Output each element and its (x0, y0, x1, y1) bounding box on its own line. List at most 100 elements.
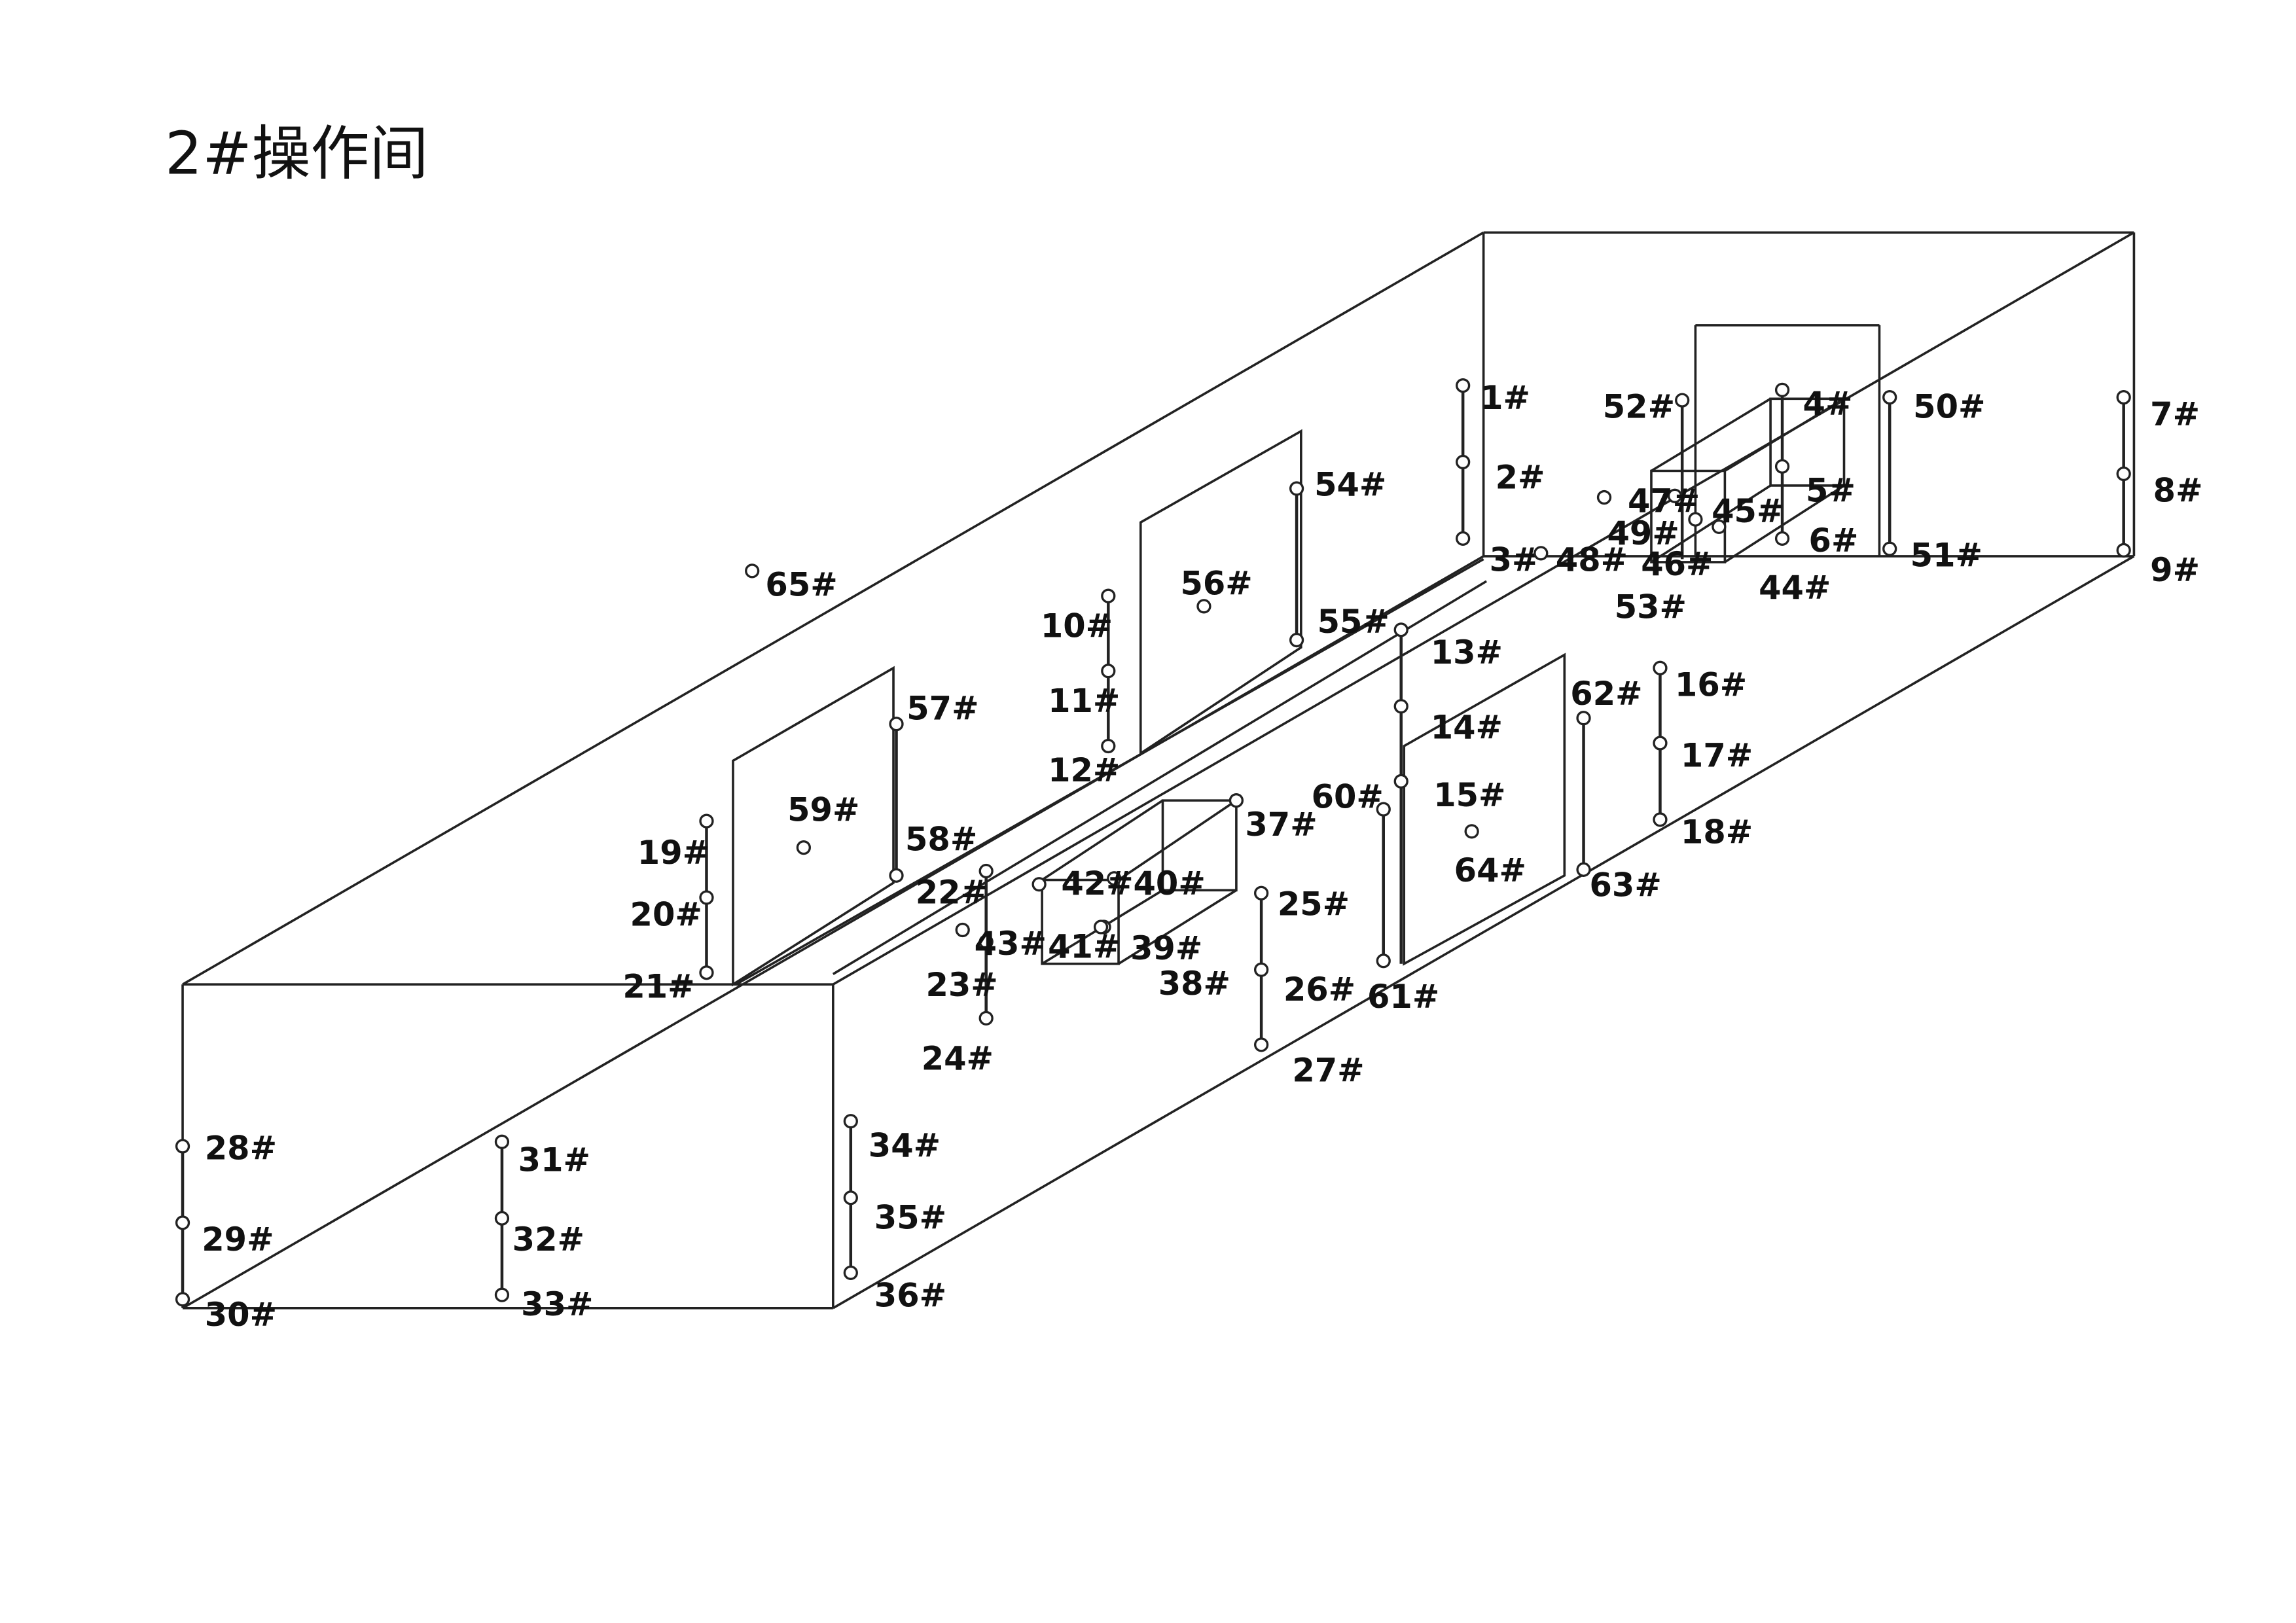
sampling-point-marker (1253, 1037, 1269, 1052)
sampling-point-marker (1393, 622, 1408, 637)
sampling-point: 54# (1289, 466, 1386, 504)
sampling-point-marker (699, 890, 714, 905)
sampling-point-label: 18# (1681, 813, 1753, 851)
sampling-point: 40# (1107, 865, 1206, 902)
sampling-point-marker (1093, 919, 1109, 935)
sampling-point-label: 23# (925, 966, 997, 1004)
sampling-point-label: 10# (1041, 607, 1113, 645)
sampling-point-marker (1101, 664, 1116, 679)
sampling-point: 45# (1712, 492, 1784, 535)
sampling-point-marker (1882, 389, 1897, 405)
sampling-point-marker (1774, 382, 1790, 397)
sampling-point-marker (699, 813, 714, 829)
sampling-point-label: 28# (205, 1130, 277, 1168)
sampling-point-marker (1774, 459, 1790, 474)
sampling-point-label: 1# (1480, 379, 1530, 417)
sampling-point-marker (1882, 541, 1897, 556)
sampling-point-marker (1456, 454, 1471, 470)
sampling-point-marker (1456, 378, 1471, 393)
sampling-point: 14# (1393, 699, 1503, 747)
sampling-point-label: 8# (2153, 472, 2203, 510)
sampling-point-label: 45# (1712, 492, 1784, 530)
sampling-point: 23# (925, 934, 998, 1004)
sampling-point: 12# (1048, 738, 1120, 789)
sampling-point-label: 9# (2150, 551, 2200, 589)
sampling-point-label: 47# (1628, 482, 1700, 520)
sampling-point: 33# (494, 1285, 593, 1323)
sampling-point: 64# (1454, 824, 1526, 889)
sampling-point-label: 52# (1603, 388, 1675, 426)
sampling-point-label: 33# (521, 1285, 593, 1323)
sampling-point: 57# (889, 689, 979, 732)
room-outline (181, 231, 2136, 1310)
sampling-point-marker (494, 1134, 510, 1149)
sampling-point-label: 22# (916, 874, 988, 912)
sampling-point-label: 31# (518, 1141, 590, 1179)
sampling-point-label: 26# (1283, 971, 1355, 1008)
sampling-point-label: 38# (1158, 965, 1230, 1003)
sampling-point-label: 60# (1312, 777, 1384, 815)
sampling-point: 63# (1576, 862, 1662, 904)
sampling-point: 38# (1158, 965, 1230, 1003)
sampling-point: 16# (1653, 660, 1747, 704)
sampling-point-marker (1107, 871, 1122, 886)
sampling-point-label: 24# (922, 1040, 994, 1078)
sampling-point-label: 53# (1615, 588, 1687, 626)
sampling-point-label: 16# (1675, 666, 1747, 704)
sampling-point-marker (1653, 812, 1668, 827)
sampling-point-label: 6# (1809, 522, 1859, 560)
sampling-point: 18# (1653, 812, 1753, 851)
sampling-point: 65# (745, 563, 838, 604)
sampling-point-label: 27# (1292, 1052, 1364, 1090)
sampling-point-marker (175, 1139, 190, 1154)
outline-edge (832, 231, 2135, 986)
sampling-point-marker (1688, 512, 1703, 527)
sampling-point-label: 58# (905, 821, 977, 859)
equipment-box-edge (1724, 484, 1845, 563)
sampling-point-label: 50# (1913, 388, 1985, 426)
sampling-point: 22# (916, 863, 994, 912)
sampling-point-label: 48# (1556, 541, 1628, 579)
sampling-point-marker (955, 922, 970, 938)
sampling-point: 49# (1596, 490, 1679, 552)
sampling-point-label: 20# (630, 895, 702, 933)
sampling-point: 28# (175, 1130, 277, 1168)
sampling-point: 30# (175, 1292, 277, 1334)
sampling-point: 32# (494, 1211, 584, 1258)
sampling-point-label: 11# (1048, 682, 1120, 720)
sampling-point-label: 42# (1061, 865, 1133, 902)
sampling-point-label: 29# (202, 1221, 274, 1258)
sampling-point-marker (1576, 862, 1591, 877)
sampling-point-label: 19# (637, 834, 709, 872)
sampling-point-marker (1774, 531, 1790, 546)
sampling-point: 7# (2116, 389, 2200, 433)
sampling-point-marker (1675, 393, 1690, 408)
sampling-point: 1# (1456, 378, 1530, 417)
sampling-point: 62# (1570, 675, 1643, 726)
sampling-point-label: 55# (1318, 603, 1390, 641)
sampling-point: 3# (1456, 531, 1539, 579)
sampling-point-label: 25# (1278, 885, 1350, 923)
sampling-point: 50# (1882, 388, 1985, 426)
sampling-point-marker (1289, 481, 1304, 496)
sampling-point-marker (978, 1010, 994, 1026)
sampling-point-marker (2116, 543, 2131, 558)
partition-panel (1403, 652, 1566, 966)
sampling-point-marker (1596, 490, 1612, 505)
sampling-point-marker (1376, 802, 1391, 817)
sampling-point-marker (1101, 588, 1116, 603)
partition-panel (732, 666, 895, 987)
sampling-point-label: 56# (1180, 564, 1252, 602)
sampling-point-marker (978, 934, 994, 950)
sampling-point-label: 13# (1431, 633, 1503, 671)
sampling-point-marker (1653, 660, 1668, 675)
sampling-point-marker (2116, 389, 2131, 405)
sampling-point-label: 44# (1759, 569, 1831, 607)
sampling-point-label: 17# (1681, 736, 1753, 774)
outline-edge (182, 231, 1484, 986)
sampling-point: 5# (1774, 459, 1856, 510)
sampling-point-marker (1456, 531, 1471, 546)
sampling-point-marker (1253, 962, 1269, 977)
equipment-box-edge (1118, 799, 1237, 882)
